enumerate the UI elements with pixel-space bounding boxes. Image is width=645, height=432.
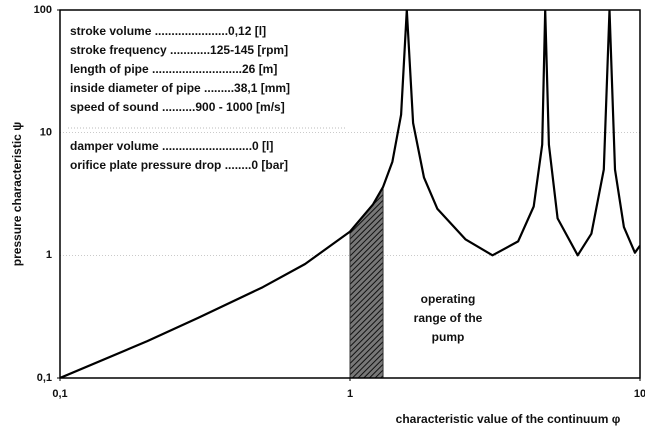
- parameter-note: damper volume ..........................…: [70, 139, 273, 153]
- parameter-note: orifice plate pressure drop ........0 [b…: [70, 158, 288, 172]
- x-axis-label: characteristic value of the continuum φ: [396, 412, 621, 426]
- x-tick-label: 0,1: [52, 388, 67, 400]
- y-tick-label: 1: [46, 249, 52, 261]
- parameter-note: length of pipe .........................…: [70, 62, 277, 76]
- x-tick-label: 1: [347, 388, 353, 400]
- parameter-note: stroke volume ......................0,12…: [70, 24, 266, 38]
- x-tick-label: 10: [634, 388, 645, 400]
- parameter-note: stroke frequency ............125-145 [rp…: [70, 43, 288, 57]
- range-label: range of the: [414, 311, 483, 325]
- range-label: operating: [421, 292, 476, 306]
- y-tick-label: 100: [34, 4, 52, 16]
- y-tick-label: 10: [40, 127, 52, 139]
- parameter-note: speed of sound ..........900 - 1000 [m/s…: [70, 100, 285, 114]
- operating-range: [349, 185, 384, 378]
- range-label: pump: [432, 330, 465, 344]
- line-series: [60, 10, 640, 378]
- plot-area: [60, 10, 640, 378]
- plot-frame: [59, 9, 641, 379]
- y-axis-label: pressure characteristic ψ: [10, 122, 24, 266]
- y-tick-label: 0,1: [37, 372, 52, 384]
- parameter-note: inside diameter of pipe .........38,1 [m…: [70, 81, 290, 95]
